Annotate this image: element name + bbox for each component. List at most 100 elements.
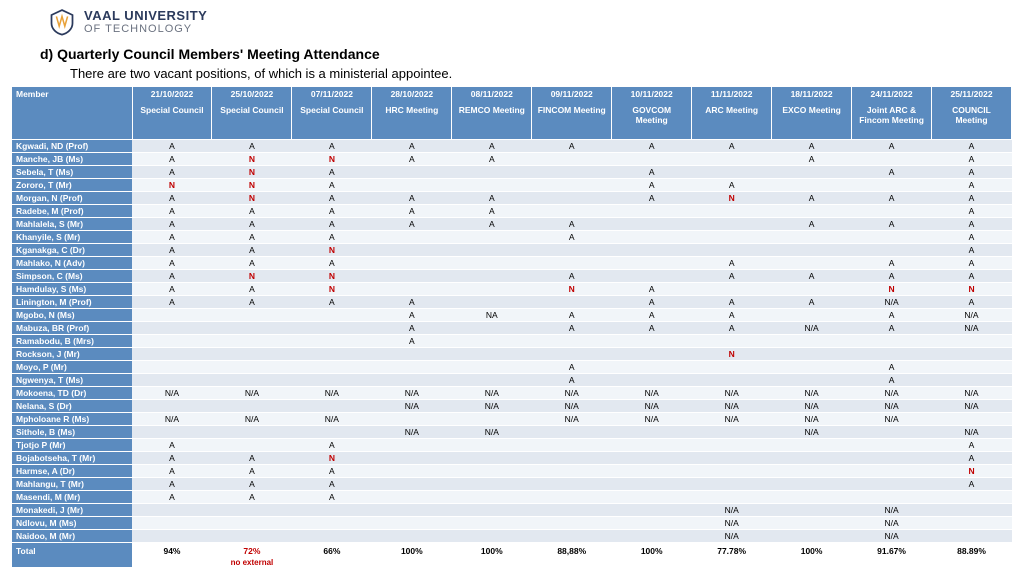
attendance-cell [772,373,852,386]
attendance-cell [612,516,692,529]
attendance-cell [772,308,852,321]
attendance-cell [372,243,452,256]
attendance-cell: A [132,165,212,178]
attendance-cell: N/A [532,399,612,412]
table-row: Mahlako, N (Adv)AAAAAA [12,256,1012,269]
attendance-cell: N/A [212,386,292,399]
attendance-cell: A [212,451,292,464]
attendance-cell [292,425,372,438]
attendance-cell [692,165,772,178]
attendance-cell [852,204,932,217]
column-header: 21/10/2022Special Council [132,87,212,139]
attendance-cell: A [852,360,932,373]
attendance-cell: N/A [612,386,692,399]
attendance-cell: N/A [692,503,772,516]
attendance-cell: A [292,438,372,451]
attendance-cell [692,438,772,451]
attendance-cell: A [212,256,292,269]
attendance-cell [932,503,1012,516]
attendance-cell: A [532,360,612,373]
attendance-cell: A [292,165,372,178]
member-name: Ngwenya, T (Ms) [12,373,132,386]
attendance-cell: A [372,139,452,152]
attendance-cell [852,464,932,477]
attendance-cell [212,425,292,438]
attendance-cell [612,477,692,490]
logo-title: VAAL UNIVERSITY [84,9,207,23]
attendance-cell [372,438,452,451]
attendance-cell [532,295,612,308]
attendance-cell [612,464,692,477]
table-row: Naidoo, M (Mr)N/AN/A [12,529,1012,542]
attendance-cell [452,230,532,243]
attendance-cell [612,217,692,230]
attendance-cell: A [932,438,1012,451]
attendance-cell [612,438,692,451]
attendance-cell [372,490,452,503]
attendance-cell [852,490,932,503]
table-row: Morgan, N (Prof)ANAAAANAAA [12,191,1012,204]
attendance-cell [852,230,932,243]
attendance-cell [932,373,1012,386]
attendance-cell: A [372,308,452,321]
attendance-cell [692,243,772,256]
attendance-cell [532,165,612,178]
table-row: Moyo, P (Mr)AA [12,360,1012,373]
attendance-cell [852,451,932,464]
attendance-cell: A [692,139,772,152]
table-row: Harmse, A (Dr)AAAN [12,464,1012,477]
attendance-cell [452,503,532,516]
attendance-cell: A [772,295,852,308]
attendance-cell: NA [452,308,532,321]
attendance-cell: N [212,191,292,204]
member-name: Mahlako, N (Adv) [12,256,132,269]
table-row: Mabuza, BR (Prof)AAAAN/AAN/A [12,321,1012,334]
attendance-cell [292,529,372,542]
attendance-cell: A [132,191,212,204]
attendance-cell: N [292,451,372,464]
table-row: Khanyile, S (Mr)AAAAA [12,230,1012,243]
attendance-cell [692,373,772,386]
attendance-cell [772,347,852,360]
attendance-cell [292,360,372,373]
attendance-cell [532,243,612,256]
attendance-cell: A [212,243,292,256]
attendance-cell [612,204,692,217]
member-name: Mpholoane R (Ms) [12,412,132,425]
attendance-cell [772,243,852,256]
attendance-cell [372,165,452,178]
table-row: Mahlangu, T (Mr)AAAA [12,477,1012,490]
member-name: Monakedi, J (Mr) [12,503,132,516]
attendance-cell [612,243,692,256]
attendance-cell [212,321,292,334]
attendance-cell: N/A [452,425,532,438]
attendance-cell: A [372,204,452,217]
attendance-cell [852,347,932,360]
attendance-cell [132,347,212,360]
attendance-cell: N [692,347,772,360]
attendance-cell [372,230,452,243]
attendance-cell [132,321,212,334]
attendance-cell: A [772,269,852,282]
section-subtitle: There are two vacant positions, of which… [0,66,1024,87]
attendance-cell [372,451,452,464]
attendance-cell: A [612,295,692,308]
attendance-cell [132,425,212,438]
attendance-cell: N/A [772,386,852,399]
attendance-cell: A [132,204,212,217]
attendance-cell [692,334,772,347]
attendance-cell [292,308,372,321]
attendance-cell: A [932,295,1012,308]
attendance-cell: A [132,230,212,243]
total-cell: 91.67% [852,542,932,567]
attendance-cell: N [212,152,292,165]
attendance-cell: A [932,269,1012,282]
attendance-cell: N/A [772,425,852,438]
attendance-cell [772,490,852,503]
attendance-cell: N [532,282,612,295]
attendance-cell: A [132,490,212,503]
attendance-cell [932,360,1012,373]
attendance-cell [692,464,772,477]
attendance-cell [772,360,852,373]
attendance-cell [372,360,452,373]
